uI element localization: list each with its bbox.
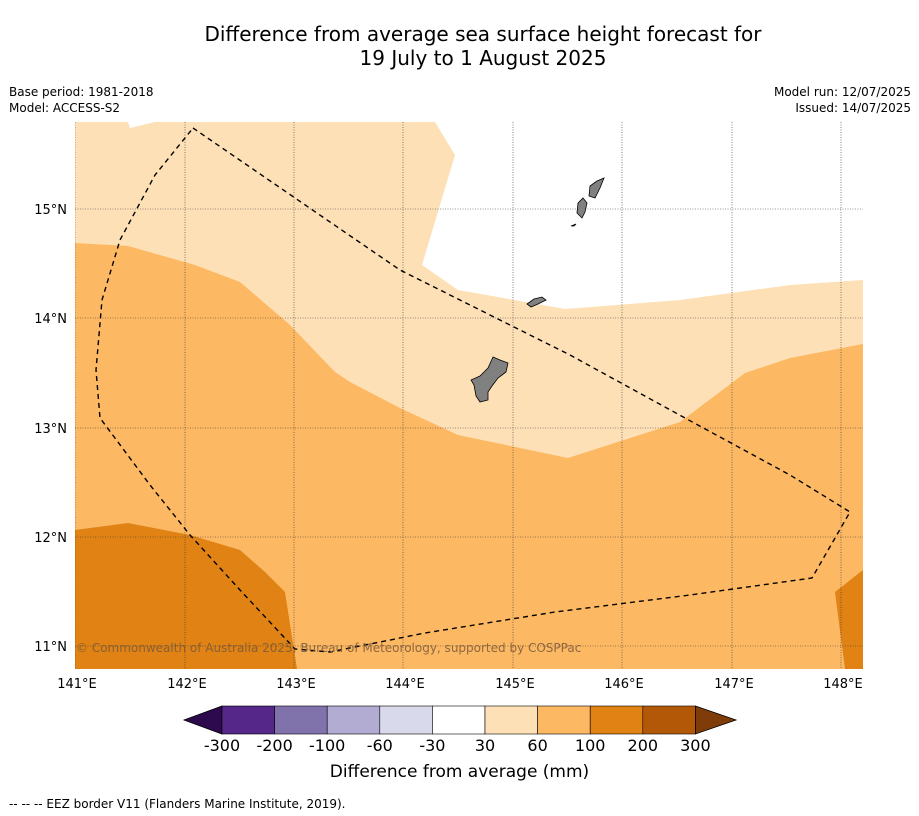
colorbar-tick-labels: -300 -200 -100 -60 -30 30 60 100 200 300 bbox=[204, 736, 711, 755]
copyright-text: © Commonwealth of Australia 2025, Bureau… bbox=[76, 641, 582, 655]
lat-tick-label: 15°N bbox=[34, 203, 67, 218]
band-neutral-north bbox=[128, 122, 863, 309]
colorbar-tick-label: -200 bbox=[256, 736, 292, 755]
eez-footnote: -- -- -- EEZ border V11 (Flanders Marine… bbox=[9, 797, 346, 811]
colorbar-segment bbox=[642, 705, 696, 735]
islands bbox=[470, 177, 605, 403]
longitude-labels: 141°E 142°E 143°E 144°E 145°E 146°E 147°E 148°E bbox=[57, 677, 863, 692]
colorbar-segment bbox=[274, 705, 328, 735]
base-period-text: Base period: 1981-2018 bbox=[9, 85, 154, 99]
lat-tick-label: 14°N bbox=[34, 312, 67, 327]
model-text: Model: ACCESS-S2 bbox=[9, 101, 121, 115]
lon-tick-label: 144°E bbox=[385, 677, 425, 692]
island-aguijan bbox=[570, 223, 577, 227]
colorbar-tick-label: 30 bbox=[475, 736, 495, 755]
lon-tick-label: 142°E bbox=[167, 677, 207, 692]
lon-tick-label: 143°E bbox=[276, 677, 316, 692]
lat-tick-label: 12°N bbox=[34, 531, 67, 546]
lat-tick-label: 13°N bbox=[34, 422, 67, 437]
chart-title: Difference from average sea surface heig… bbox=[0, 22, 919, 70]
lat-tick-label: 11°N bbox=[34, 640, 67, 655]
meta-right: Model run: 12/07/2025 Issued: 14/07/2025 bbox=[774, 84, 911, 116]
colorbar-tick-label: -100 bbox=[309, 736, 345, 755]
colorbar-tick-label: -60 bbox=[367, 736, 393, 755]
band-60-100 bbox=[75, 243, 863, 669]
island-guam bbox=[470, 356, 509, 403]
colorbar-tick-label: 300 bbox=[680, 736, 711, 755]
latitude-labels: 15°N 14°N 13°N 12°N 11°N bbox=[34, 203, 67, 655]
map-area bbox=[75, 122, 863, 669]
lon-tick-label: 141°E bbox=[57, 677, 97, 692]
lon-tick-label: 146°E bbox=[604, 677, 644, 692]
colorbar-segment bbox=[537, 705, 591, 735]
island-rota bbox=[526, 296, 547, 308]
lon-tick-label: 145°E bbox=[495, 677, 535, 692]
meta-left: Base period: 1981-2018 Model: ACCESS-S2 bbox=[9, 84, 154, 116]
colorbar-segment bbox=[589, 705, 644, 735]
band-100-200-southeast bbox=[835, 570, 863, 669]
lon-tick-label: 148°E bbox=[823, 677, 863, 692]
island-tinian bbox=[576, 197, 588, 219]
colorbar-tick-label: -30 bbox=[419, 736, 445, 755]
colorbar-segment bbox=[379, 705, 433, 735]
title-line-1: Difference from average sea surface heig… bbox=[204, 22, 762, 46]
model-run-text: Model run: 12/07/2025 bbox=[773, 85, 911, 99]
issued-text: Issued: 14/07/2025 bbox=[795, 101, 911, 115]
colorbar-tick-label: 100 bbox=[575, 736, 606, 755]
colorbar-tick-label: -300 bbox=[204, 736, 240, 755]
colorbar-segment bbox=[221, 705, 275, 735]
lon-tick-label: 147°E bbox=[714, 677, 754, 692]
colorbar bbox=[182, 705, 738, 735]
colorbar-extend-low bbox=[182, 705, 223, 735]
title-line-2: 19 July to 1 August 2025 bbox=[359, 46, 607, 70]
band-100-200-southwest bbox=[75, 523, 297, 669]
colorbar-segment bbox=[432, 705, 486, 735]
colorbar-segment bbox=[484, 705, 538, 735]
gridlines bbox=[75, 122, 863, 669]
colorbar-segment bbox=[326, 705, 381, 735]
colorbar-tick-label: 200 bbox=[628, 736, 659, 755]
island-saipan bbox=[588, 177, 605, 199]
colorbar-tick-label: 60 bbox=[527, 736, 547, 755]
colorbar-title: Difference from average (mm) bbox=[329, 762, 590, 782]
eez-border bbox=[95, 127, 851, 653]
colorbar-extend-high bbox=[695, 705, 738, 735]
